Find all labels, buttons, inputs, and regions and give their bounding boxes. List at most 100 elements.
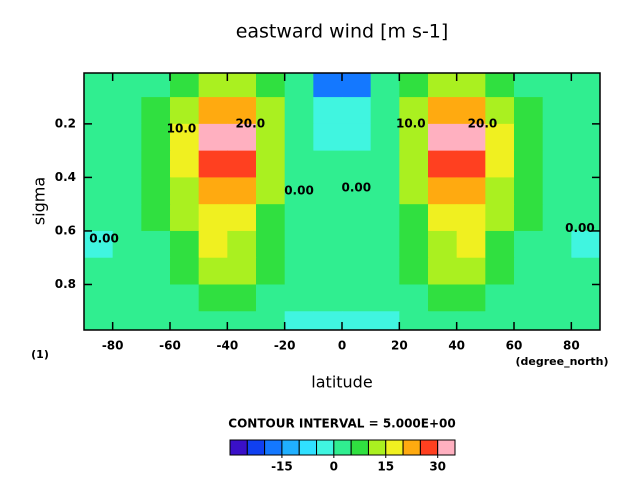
- field-cell: [456, 97, 486, 125]
- field-cell: [342, 284, 372, 312]
- field-cell: [399, 311, 429, 330]
- field-cell: [571, 257, 600, 285]
- field-cell: [370, 123, 400, 152]
- colorbar-tick-label: -15: [271, 460, 293, 474]
- field-cell: [342, 257, 372, 285]
- field-cell: [399, 284, 429, 312]
- field-cell: [428, 150, 458, 178]
- field-cell: [284, 177, 314, 205]
- field-cell: [256, 177, 286, 205]
- colorbar-box: [316, 439, 335, 456]
- field-cell: [485, 257, 515, 285]
- field-cell: [256, 150, 286, 178]
- field-cell: [370, 150, 400, 178]
- field-cell: [170, 284, 200, 312]
- field-cell: [571, 204, 600, 232]
- field-cell: [542, 311, 572, 330]
- colorbar-box: [333, 439, 352, 456]
- colorbar-tick-label: 0: [330, 460, 338, 474]
- field-cell: [313, 177, 343, 205]
- field-cell: [284, 257, 314, 285]
- field-cell: [256, 230, 286, 259]
- field-cell: [313, 123, 343, 152]
- field-cell: [485, 73, 515, 98]
- field-cell: [514, 123, 544, 152]
- contour-label: 20.0: [235, 116, 265, 130]
- field-cell: [456, 257, 486, 285]
- field-cell: [284, 73, 314, 98]
- field-cell: [84, 123, 114, 152]
- field-cell: [514, 73, 544, 98]
- field-cell: [342, 177, 372, 205]
- x-tick-label: 40: [448, 339, 465, 353]
- field-cell: [284, 97, 314, 125]
- field-cell: [227, 257, 257, 285]
- field-cell: [141, 123, 171, 152]
- colorbar-box: [298, 439, 318, 456]
- field-cell: [284, 123, 314, 152]
- contour-label: 0.00: [565, 221, 595, 235]
- contour-label: 10.0: [167, 122, 197, 136]
- field-cell: [485, 177, 515, 205]
- field-cell: [342, 150, 372, 178]
- field: [84, 73, 600, 330]
- field-cell: [399, 204, 429, 232]
- field-cell: [399, 177, 429, 205]
- field-cell: [141, 311, 171, 330]
- contour-label: 10.0: [396, 116, 426, 130]
- field-cell: [256, 311, 286, 330]
- field-cell: [141, 73, 171, 98]
- contour-interval: CONTOUR INTERVAL = 5.000E+00: [228, 417, 455, 431]
- field-cell: [428, 284, 458, 312]
- y-axis-label: sigma: [30, 177, 49, 225]
- field-cell: [542, 257, 572, 285]
- field-cell: [571, 284, 600, 312]
- field-cell: [428, 97, 458, 125]
- field-cell: [84, 150, 114, 178]
- y-unit: (1): [31, 348, 49, 361]
- x-tick-label: -60: [159, 339, 181, 353]
- field-cell: [313, 150, 343, 178]
- x-tick-label: -20: [274, 339, 296, 353]
- field-cell: [542, 230, 572, 259]
- field-cell: [170, 123, 200, 152]
- field-cell: [84, 73, 114, 98]
- field-cell: [284, 284, 314, 312]
- field-cell: [313, 73, 343, 98]
- field-cell: [485, 204, 515, 232]
- field-cell: [571, 73, 600, 98]
- field-cell: [542, 204, 572, 232]
- field-cell: [112, 150, 142, 178]
- field-cell: [514, 230, 544, 259]
- field-cell: [514, 177, 544, 205]
- field-cell: [256, 257, 286, 285]
- field-cell: [428, 73, 458, 98]
- field-cell: [542, 284, 572, 312]
- field-cell: [428, 311, 458, 330]
- field-cell: [542, 123, 572, 152]
- colorbar-box: [281, 439, 300, 456]
- field-cell: [370, 230, 400, 259]
- field-cell: [571, 97, 600, 125]
- field-cell: [170, 204, 200, 232]
- field-cell: [141, 230, 171, 259]
- y-tick-label: 0.2: [55, 116, 76, 130]
- field-cell: [370, 97, 400, 125]
- field-cell: [198, 123, 228, 152]
- field-cell: [256, 123, 286, 152]
- field-cell: [514, 150, 544, 178]
- field-cell: [84, 311, 114, 330]
- field-cell: [227, 311, 257, 330]
- field-cell: [313, 311, 343, 330]
- contour-label: 0.00: [342, 181, 372, 195]
- field-cell: [198, 311, 228, 330]
- field-cell: [456, 150, 486, 178]
- field-cell: [256, 73, 286, 98]
- colorbar-box: [246, 439, 266, 456]
- field-cell: [112, 73, 142, 98]
- field-cell: [313, 204, 343, 232]
- y-tick-label: 0.6: [55, 223, 76, 237]
- field-cell: [141, 97, 171, 125]
- colorbar-box: [385, 439, 404, 456]
